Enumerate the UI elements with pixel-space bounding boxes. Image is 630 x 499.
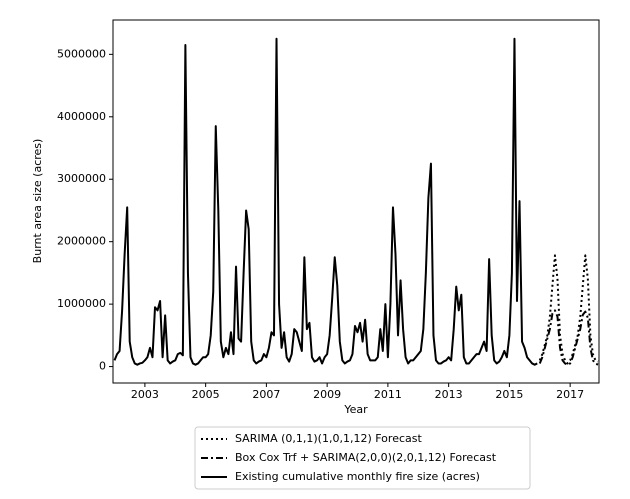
series-line [538,309,599,366]
x-tick-label: 2007 [252,388,280,401]
y-tick-label: 2000000 [57,235,106,248]
x-tick-label: 2005 [192,388,220,401]
x-tick-label: 2003 [131,388,159,401]
y-tick-label: 4000000 [57,110,106,123]
y-tick-label: 5000000 [57,47,106,60]
series-line [113,37,538,366]
x-tick-label: 2013 [435,388,463,401]
x-axis-label: Year [343,403,368,416]
legend-label: Box Cox Trf + SARIMA(2,0,0)(2,0,1,12) Fo… [235,451,497,464]
x-tick-label: 2015 [495,388,523,401]
x-tick-label: 2017 [556,388,584,401]
series-line [538,254,599,365]
x-tick-label: 2009 [313,388,341,401]
legend-box [194,426,531,490]
x-tick-label: 2011 [374,388,402,401]
y-tick-label: 0 [99,360,106,373]
plot-frame [112,19,600,384]
legend-label: SARIMA (0,1,1)(1,0,1,12) Forecast [235,432,422,445]
y-tick-label: 1000000 [57,297,106,310]
y-tick-label: 3000000 [57,172,106,185]
y-axis-label: Burnt area size (acres) [31,139,44,264]
legend-label: Existing cumulative monthly fire size (a… [235,470,480,483]
